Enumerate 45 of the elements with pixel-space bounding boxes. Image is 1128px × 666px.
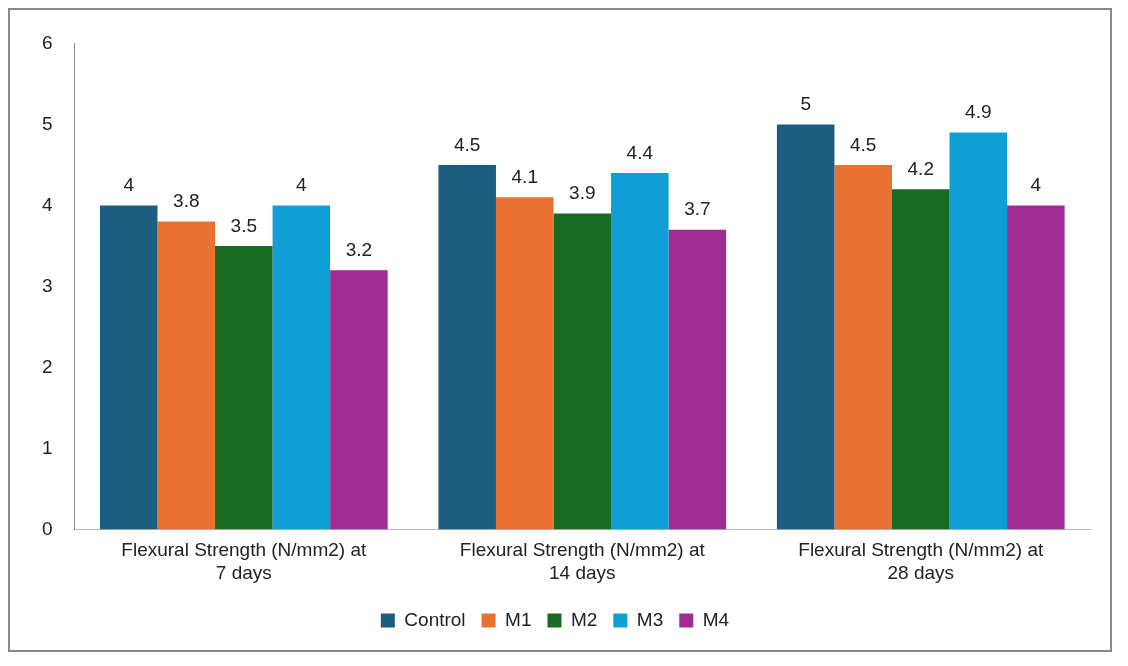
bar	[157, 221, 216, 530]
legend-label: M2	[570, 608, 598, 630]
data-label: 4	[123, 174, 135, 196]
data-label: 4	[296, 174, 308, 196]
bar	[668, 229, 727, 530]
bar	[1007, 205, 1065, 530]
data-label: 3.9	[569, 182, 596, 204]
legend-label: M1	[505, 608, 532, 630]
bar	[330, 270, 388, 530]
y-tick-label: 1	[41, 436, 53, 458]
y-tick-label: 6	[41, 31, 53, 53]
bar	[272, 205, 331, 530]
legend-label: M3	[636, 608, 664, 630]
bar	[949, 132, 1008, 530]
bar	[553, 213, 612, 530]
bar	[495, 197, 554, 530]
data-label: 3.7	[684, 198, 711, 220]
bar	[99, 205, 158, 530]
data-label: 4.5	[453, 133, 481, 155]
y-tick-label: 3	[41, 274, 53, 296]
y-tick-label: 2	[41, 355, 53, 377]
bar	[611, 173, 669, 530]
data-label: 3.2	[345, 238, 373, 260]
data-label: 3.5	[230, 214, 258, 236]
data-label: 4.4	[626, 141, 654, 163]
legend-label: M4	[702, 608, 730, 630]
bar	[834, 164, 892, 530]
x-tick-label: Flexural Strength (N/mm2) at 14 days	[459, 539, 706, 583]
y-tick-label: 0	[41, 517, 53, 539]
bar	[776, 124, 835, 530]
data-label: 5	[800, 93, 811, 115]
data-label: 4.9	[965, 101, 992, 123]
data-label: 4.2	[907, 157, 934, 179]
y-tick-label: 4	[41, 193, 53, 215]
y-tick-label: 5	[41, 112, 53, 134]
bar	[891, 189, 950, 530]
x-tick-label: Flexural Strength (N/mm2) at 28 days	[798, 539, 1044, 583]
data-label: 3.8	[173, 190, 200, 212]
data-label: 4.5	[850, 133, 877, 155]
data-label: 4.1	[511, 166, 538, 188]
x-tick-label: Flexural Strength (N/mm2) at 7 days	[121, 539, 367, 583]
bar	[215, 245, 273, 530]
data-label: 4	[1030, 174, 1042, 196]
bar	[438, 164, 496, 530]
legend-label: Control	[404, 608, 466, 630]
